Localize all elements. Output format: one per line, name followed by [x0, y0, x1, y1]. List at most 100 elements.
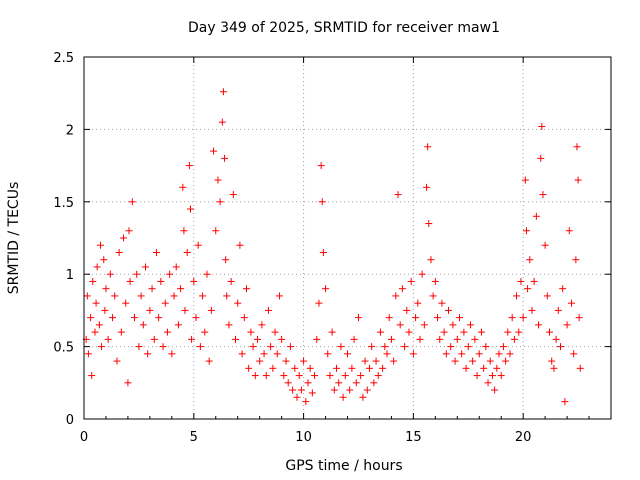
data-point: [117, 328, 125, 336]
data-point: [460, 328, 468, 336]
data-point: [365, 364, 373, 372]
data-point: [524, 285, 532, 293]
data-point: [295, 372, 303, 380]
data-point: [302, 398, 310, 406]
data-point: [95, 321, 103, 329]
data-point: [510, 335, 518, 343]
data-point: [222, 256, 230, 264]
data-point: [188, 335, 196, 343]
data-point: [575, 314, 583, 322]
data-point: [317, 162, 325, 170]
data-point: [163, 328, 171, 336]
data-point: [405, 328, 413, 336]
data-point: [293, 393, 301, 401]
y-tick-label: 0.5: [53, 341, 74, 356]
data-point: [269, 364, 277, 372]
data-point: [379, 364, 387, 372]
data-point: [201, 328, 209, 336]
chart-title: Day 349 of 2025, SRMTID for receiver maw…: [188, 20, 500, 36]
data-point: [387, 335, 395, 343]
data-point: [242, 285, 250, 293]
data-point: [128, 198, 136, 206]
y-axis-label: SRMTID / TECUs: [6, 182, 22, 295]
data-point: [513, 292, 521, 300]
data-point: [403, 306, 411, 314]
data-point: [313, 335, 321, 343]
data-point: [216, 198, 224, 206]
data-point: [409, 350, 417, 358]
data-point: [431, 277, 439, 285]
x-axis-label: GPS time / hours: [285, 458, 402, 474]
data-point: [418, 270, 426, 278]
data-point: [249, 343, 257, 351]
data-point: [469, 357, 477, 365]
data-point: [442, 350, 450, 358]
data-point: [100, 256, 108, 264]
data-point: [486, 357, 494, 365]
data-point: [344, 350, 351, 358]
data-point: [475, 350, 483, 358]
data-point: [368, 343, 376, 351]
data-point: [466, 321, 474, 329]
data-point: [414, 299, 422, 307]
data-point: [394, 191, 402, 199]
data-point: [133, 270, 141, 278]
data-point: [89, 277, 97, 285]
data-point: [186, 205, 194, 213]
data-point: [155, 314, 163, 322]
data-point: [348, 364, 356, 372]
data-point: [546, 328, 554, 336]
data-point: [159, 343, 167, 351]
data-point: [181, 306, 189, 314]
data-point: [434, 314, 442, 322]
data-point: [273, 350, 281, 358]
data-point: [157, 277, 165, 285]
data-point: [247, 328, 255, 336]
data-point: [322, 285, 330, 293]
data-point: [350, 335, 358, 343]
data-point: [238, 350, 246, 358]
data-point: [326, 372, 334, 380]
data-point: [256, 357, 264, 365]
data-point: [556, 343, 564, 351]
data-point: [229, 191, 237, 199]
data-point: [125, 227, 133, 235]
data-point: [152, 248, 160, 256]
data-point: [447, 343, 455, 351]
data-point: [179, 183, 187, 191]
data-point: [471, 335, 479, 343]
data-point: [83, 292, 91, 300]
data-point: [570, 350, 578, 358]
data-point: [166, 270, 174, 278]
data-point: [477, 328, 485, 336]
data-point: [427, 256, 435, 264]
data-point: [319, 248, 327, 256]
data-point: [232, 335, 240, 343]
x-tick-label: 5: [190, 430, 198, 445]
x-tick-label: 20: [515, 430, 532, 445]
data-point: [225, 321, 233, 329]
data-point: [515, 328, 523, 336]
data-point: [519, 314, 527, 322]
data-point: [484, 379, 492, 387]
data-point: [180, 227, 188, 235]
data-point: [346, 386, 354, 394]
data-point: [370, 379, 378, 387]
data-point: [488, 372, 496, 380]
data-point: [563, 321, 571, 329]
data-point: [416, 335, 424, 343]
data-point: [318, 198, 326, 206]
data-point: [98, 343, 106, 351]
data-point: [289, 386, 297, 394]
data-point: [264, 306, 272, 314]
data-point: [532, 212, 540, 220]
data-point: [91, 328, 99, 336]
data-point: [482, 343, 490, 351]
y-tick-label: 2: [66, 123, 74, 138]
data-point: [337, 343, 345, 351]
data-point: [148, 285, 156, 293]
data-point: [550, 364, 558, 372]
x-tick-label: 10: [295, 430, 312, 445]
y-tick-label: 1: [66, 268, 74, 283]
